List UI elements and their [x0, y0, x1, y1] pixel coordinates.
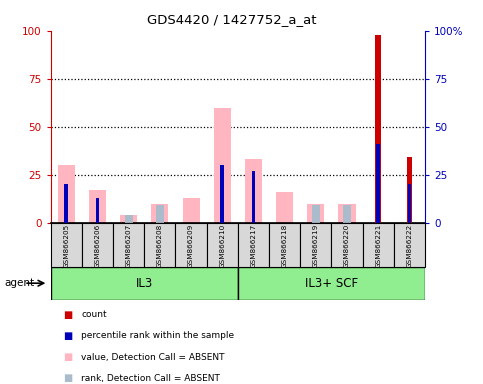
- Bar: [408, 184, 412, 223]
- Text: GSM866205: GSM866205: [63, 224, 70, 268]
- Bar: [252, 171, 256, 223]
- Text: GSM866219: GSM866219: [313, 224, 319, 268]
- Bar: [238, 223, 269, 267]
- Bar: [151, 204, 169, 223]
- Text: IL3: IL3: [136, 277, 153, 290]
- Text: GSM866220: GSM866220: [344, 224, 350, 268]
- Text: ■: ■: [63, 373, 72, 383]
- Text: ■: ■: [63, 310, 72, 320]
- Bar: [376, 144, 380, 223]
- Text: IL3+ SCF: IL3+ SCF: [305, 277, 358, 290]
- Bar: [312, 205, 320, 223]
- Bar: [220, 165, 224, 223]
- Text: GSM866210: GSM866210: [219, 224, 225, 268]
- Bar: [300, 223, 331, 267]
- Text: GSM866221: GSM866221: [375, 224, 381, 268]
- Bar: [394, 223, 425, 267]
- Bar: [51, 223, 82, 267]
- Bar: [156, 205, 164, 223]
- Bar: [51, 267, 238, 300]
- Text: GSM866222: GSM866222: [406, 224, 412, 268]
- Bar: [363, 223, 394, 267]
- Bar: [82, 223, 113, 267]
- Bar: [375, 35, 381, 223]
- Text: count: count: [81, 310, 107, 319]
- Bar: [269, 223, 300, 267]
- Bar: [407, 157, 412, 223]
- Bar: [307, 204, 325, 223]
- Text: ■: ■: [63, 352, 72, 362]
- Bar: [113, 223, 144, 267]
- Text: GSM866208: GSM866208: [157, 224, 163, 268]
- Bar: [238, 267, 425, 300]
- Bar: [207, 223, 238, 267]
- Bar: [245, 159, 262, 223]
- Text: ■: ■: [63, 331, 72, 341]
- Text: GSM866218: GSM866218: [282, 224, 288, 268]
- Bar: [343, 205, 351, 223]
- Bar: [120, 215, 137, 223]
- Bar: [89, 190, 106, 223]
- Text: value, Detection Call = ABSENT: value, Detection Call = ABSENT: [81, 353, 225, 362]
- Text: GSM866207: GSM866207: [126, 224, 132, 268]
- Text: GSM866209: GSM866209: [188, 224, 194, 268]
- Text: GSM866217: GSM866217: [251, 224, 256, 268]
- Bar: [144, 223, 175, 267]
- Bar: [58, 165, 75, 223]
- Text: GDS4420 / 1427752_a_at: GDS4420 / 1427752_a_at: [147, 13, 316, 26]
- Text: percentile rank within the sample: percentile rank within the sample: [81, 331, 234, 341]
- Bar: [331, 223, 363, 267]
- Text: rank, Detection Call = ABSENT: rank, Detection Call = ABSENT: [81, 374, 220, 383]
- Bar: [339, 204, 355, 223]
- Bar: [64, 184, 68, 223]
- Bar: [125, 215, 133, 223]
- Text: GSM866206: GSM866206: [95, 224, 100, 268]
- Bar: [183, 198, 199, 223]
- Bar: [175, 223, 207, 267]
- Bar: [213, 108, 231, 223]
- Bar: [96, 198, 99, 223]
- Bar: [276, 192, 293, 223]
- Text: agent: agent: [5, 278, 35, 288]
